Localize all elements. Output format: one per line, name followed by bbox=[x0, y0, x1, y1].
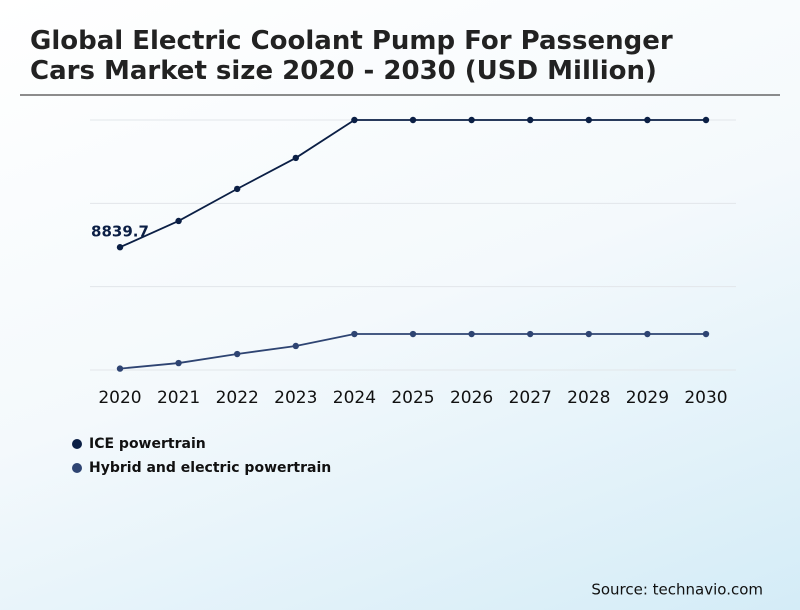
data-point bbox=[409, 330, 417, 338]
data-point bbox=[585, 330, 592, 338]
data-point bbox=[702, 116, 710, 124]
data-point bbox=[351, 116, 358, 124]
data-point bbox=[292, 154, 299, 162]
data-point bbox=[468, 116, 475, 124]
data-point bbox=[175, 359, 182, 367]
legend-marker bbox=[72, 463, 82, 473]
x-tick-label: 2025 bbox=[391, 388, 434, 408]
data-point bbox=[527, 116, 534, 124]
series-line bbox=[119, 119, 706, 249]
data-point bbox=[175, 217, 182, 225]
data-label: 8839.7 bbox=[91, 223, 149, 241]
data-point bbox=[351, 330, 358, 338]
chart-title: Global Electric Coolant Pump For Passeng… bbox=[30, 26, 673, 86]
x-tick-label: 2026 bbox=[450, 388, 493, 408]
data-point bbox=[644, 116, 651, 124]
legend-label: ICE powertrain bbox=[89, 436, 206, 452]
x-tick-label: 2023 bbox=[274, 388, 317, 408]
legend-label: Hybrid and electric powertrain bbox=[89, 460, 331, 476]
x-tick-label: 2020 bbox=[98, 388, 141, 408]
data-point bbox=[234, 185, 241, 193]
x-tick-label: 2029 bbox=[626, 388, 669, 408]
data-point bbox=[292, 342, 299, 350]
data-point bbox=[644, 330, 651, 338]
x-tick-label: 2022 bbox=[216, 388, 259, 408]
source: Source: technavio.com bbox=[591, 581, 763, 599]
data-point bbox=[409, 116, 417, 124]
data-point bbox=[116, 244, 124, 251]
legend-marker bbox=[72, 439, 82, 449]
data-point bbox=[527, 330, 534, 338]
x-tick-label: 2027 bbox=[509, 388, 552, 408]
x-tick-label: 2021 bbox=[157, 388, 200, 408]
data-point bbox=[234, 350, 241, 358]
x-tick-label: 2030 bbox=[684, 388, 727, 408]
data-point bbox=[702, 330, 710, 338]
x-tick-label: 2028 bbox=[567, 388, 610, 408]
data-point bbox=[116, 365, 124, 372]
x-tick-label: 2024 bbox=[333, 388, 376, 408]
series-line bbox=[119, 333, 706, 370]
data-point bbox=[585, 116, 592, 124]
data-point bbox=[468, 330, 475, 338]
